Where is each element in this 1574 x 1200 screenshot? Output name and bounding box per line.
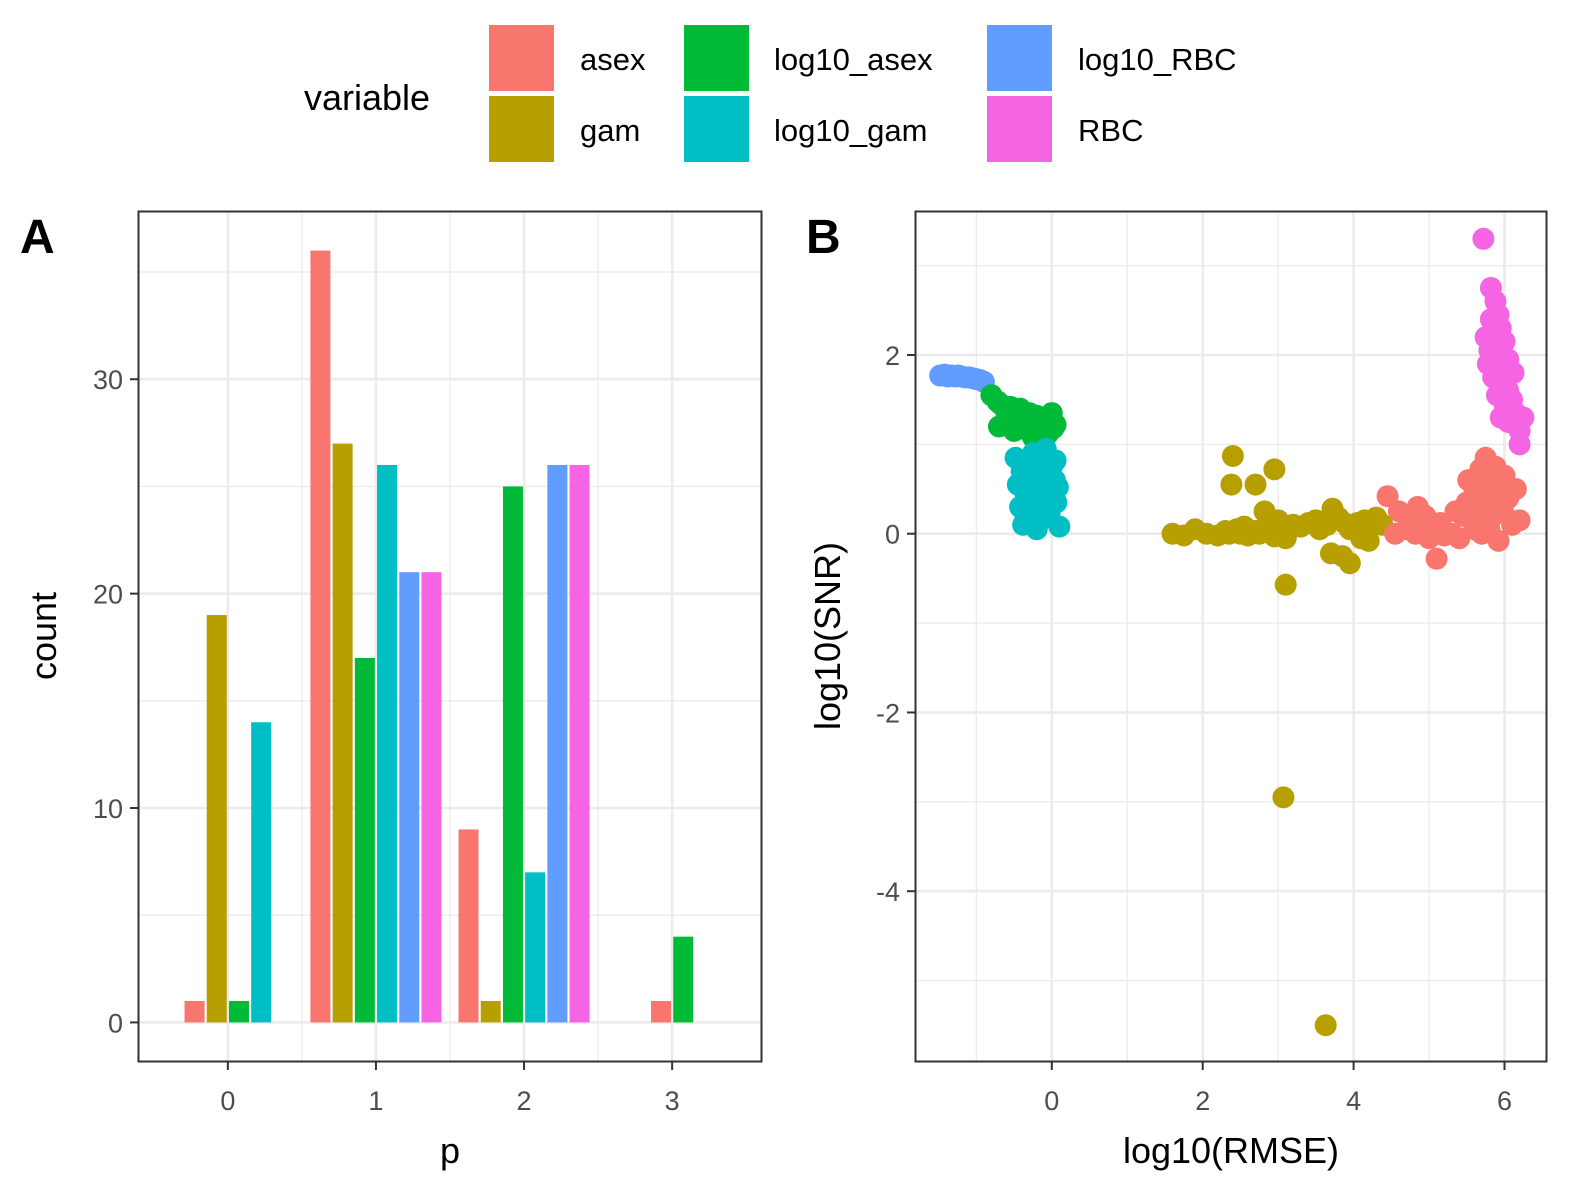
legend-key-log10-asex xyxy=(684,25,749,91)
x-tick-label: 1 xyxy=(368,1086,383,1116)
point-asex xyxy=(1508,509,1531,532)
legend-key-asex xyxy=(489,25,554,91)
x-tick-label: 0 xyxy=(1044,1086,1059,1116)
point-gam xyxy=(1263,458,1286,481)
point-gam xyxy=(1244,473,1267,496)
point-gam xyxy=(1220,473,1243,496)
point-log10-asex xyxy=(995,406,1018,429)
panel-b-x-ticks: 0 2 4 6 xyxy=(1044,1061,1512,1116)
panel-a-x-title: p xyxy=(440,1130,460,1171)
legend-label-log10-gam: log10_gam xyxy=(774,113,927,148)
panel-b-grid xyxy=(916,212,1546,1061)
point-asex xyxy=(1376,485,1399,508)
bar-asex-p2 xyxy=(458,829,479,1023)
legend-title: variable xyxy=(304,77,430,118)
panel-a-y-ticks: 0 10 20 30 xyxy=(93,365,139,1038)
bar-log10-gam-p2 xyxy=(525,872,546,1023)
legend-key-gam xyxy=(489,96,554,162)
point-asex xyxy=(1487,529,1510,552)
point-asex xyxy=(1457,469,1480,492)
bar-log10-asex-p0 xyxy=(228,1000,249,1023)
y-tick-label: -4 xyxy=(876,877,900,907)
point-log10-gam xyxy=(1014,504,1037,527)
point-gam xyxy=(1338,552,1361,575)
bar-log10-rbc-p1 xyxy=(399,572,420,1023)
y-tick-label: 2 xyxy=(885,341,900,371)
panel-b-x-title: log10(RMSE) xyxy=(1123,1130,1339,1171)
bar-rbc-p1 xyxy=(421,572,442,1023)
panel-a-bar-chart: A 0 1 2 3 0 10 20 30 p count xyxy=(20,210,763,1171)
y-tick-label: -2 xyxy=(876,698,900,728)
panel-b-border xyxy=(914,210,1548,1063)
x-tick-label: 2 xyxy=(1195,1086,1210,1116)
y-tick-label: 0 xyxy=(108,1008,123,1038)
bar-asex-p1 xyxy=(310,250,331,1023)
legend: variable asex gam log10_asex log10_gam log10… xyxy=(304,25,1237,162)
point-asex xyxy=(1504,478,1527,501)
legend-label-log10-asex: log10_asex xyxy=(774,42,933,77)
point-rbc xyxy=(1479,308,1502,331)
panel-a-tag: A xyxy=(20,211,55,264)
point-rbc xyxy=(1487,343,1510,366)
point-log10-gam xyxy=(1039,495,1062,518)
y-tick-label: 0 xyxy=(885,520,900,550)
x-tick-label: 2 xyxy=(517,1086,532,1116)
legend-items: asex gam log10_asex log10_gam log10_RBC RBC xyxy=(489,25,1237,162)
bar-rbc-p2 xyxy=(569,464,590,1023)
panel-a-x-ticks: 0 1 2 3 xyxy=(220,1061,680,1116)
x-tick-label: 3 xyxy=(665,1086,680,1116)
panel-a-bars xyxy=(184,250,694,1023)
x-tick-label: 6 xyxy=(1497,1086,1512,1116)
point-gam xyxy=(1272,786,1295,809)
panel-b-y-ticks: -4 -2 0 2 xyxy=(876,341,916,907)
bar-log10-rbc-p2 xyxy=(547,464,568,1023)
point-log10-gam xyxy=(1046,476,1069,499)
panel-b-tag: B xyxy=(806,211,841,264)
point-gam xyxy=(1221,444,1244,467)
point-rbc xyxy=(1512,406,1535,429)
point-asex xyxy=(1470,522,1493,545)
point-rbc xyxy=(1508,433,1531,456)
bar-log10-gam-p1 xyxy=(377,464,398,1023)
bar-gam-p2 xyxy=(480,1000,501,1023)
legend-label-asex: asex xyxy=(580,42,646,77)
y-tick-label: 10 xyxy=(93,794,123,824)
bar-log10-asex-p1 xyxy=(354,657,375,1023)
x-tick-label: 0 xyxy=(220,1086,235,1116)
point-log10-gam xyxy=(1048,515,1071,538)
x-tick-label: 4 xyxy=(1346,1086,1361,1116)
point-gam xyxy=(1314,1014,1337,1037)
panel-a-border xyxy=(137,210,763,1063)
panel-b-y-title: log10(SNR) xyxy=(807,542,848,730)
bar-log10-gam-p0 xyxy=(251,722,272,1023)
bar-log10-asex-p3 xyxy=(673,936,694,1023)
legend-label-rbc: RBC xyxy=(1078,113,1143,148)
point-gam xyxy=(1350,527,1373,550)
point-rbc xyxy=(1472,227,1495,250)
legend-label-log10-rbc: log10_RBC xyxy=(1078,42,1237,77)
point-rbc xyxy=(1493,366,1516,389)
panel-b-points xyxy=(929,227,1535,1037)
bar-asex-p0 xyxy=(184,1000,205,1023)
bar-gam-p0 xyxy=(206,615,227,1023)
bar-gam-p1 xyxy=(332,443,353,1023)
point-log10-gam xyxy=(1044,449,1067,472)
y-tick-label: 30 xyxy=(93,365,123,395)
y-tick-label: 20 xyxy=(93,580,123,610)
panel-a-y-title: count xyxy=(23,592,64,680)
bar-log10-asex-p2 xyxy=(502,486,523,1023)
panel-a-grid xyxy=(139,212,761,1061)
bar-asex-p3 xyxy=(651,1000,672,1023)
point-asex xyxy=(1425,547,1448,570)
point-gam xyxy=(1274,573,1297,596)
legend-key-log10-rbc xyxy=(987,25,1052,91)
legend-label-gam: gam xyxy=(580,113,640,148)
legend-key-rbc xyxy=(987,96,1052,162)
legend-key-log10-gam xyxy=(684,96,749,162)
panel-b-scatter-chart: B 0 2 4 6 -4 -2 0 2 log10(RMSE) log10(SNR) xyxy=(806,210,1548,1171)
